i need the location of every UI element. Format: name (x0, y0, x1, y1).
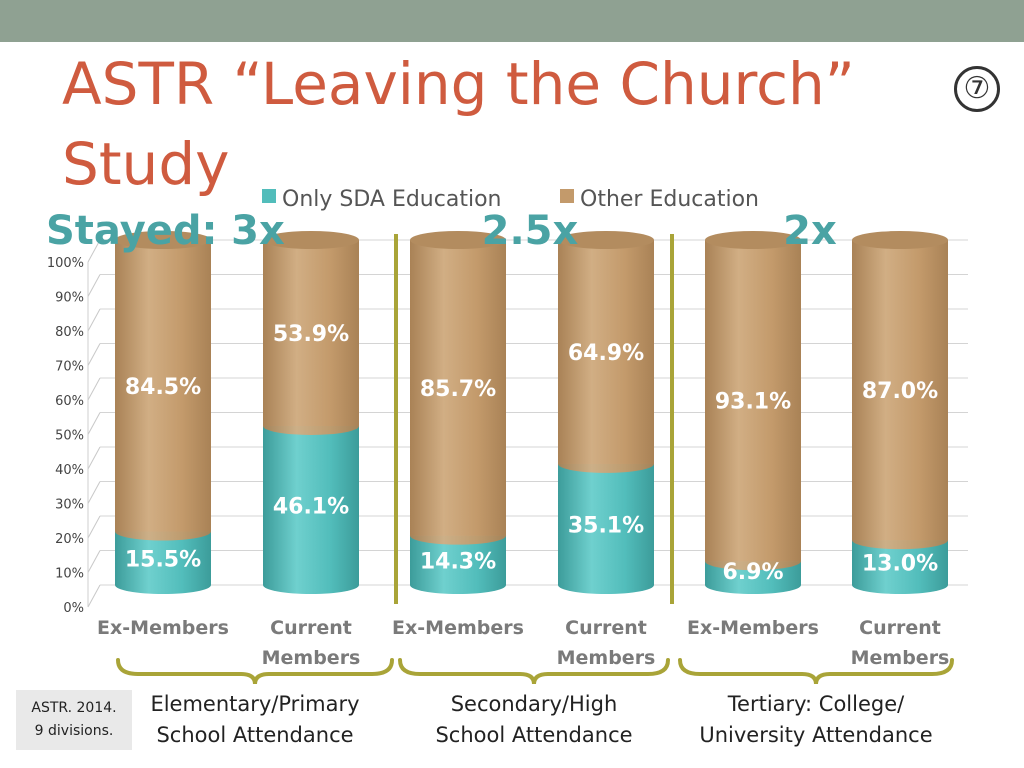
stayed-label: Stayed: (46, 208, 218, 254)
bar-base (263, 576, 359, 594)
gridline-depth (87, 239, 101, 263)
group-label-line1: Tertiary: College/ (727, 692, 905, 716)
bar-segment-joint (705, 552, 801, 571)
x-tick-label-line1: Ex-Members (97, 617, 229, 639)
bar-segment-joint (263, 416, 359, 435)
data-label-sda: 15.5% (125, 547, 201, 572)
x-tick-label-line2: Members (557, 647, 656, 669)
gridline-depth (87, 343, 101, 366)
gridline-depth (87, 308, 101, 332)
data-label-other: 84.5% (125, 375, 201, 400)
data-label-sda: 35.1% (568, 513, 644, 538)
y-tick-label: 20% (55, 532, 84, 547)
bar-segment-other (558, 240, 654, 464)
bar-top (410, 231, 506, 249)
slide-title: ASTR “Leaving the Church” Study (62, 50, 855, 198)
stayed-ratio: 2x (783, 208, 837, 254)
y-tick-label: 100% (47, 256, 84, 271)
source-note: ASTR. 2014. 9 divisions. (16, 690, 132, 750)
gridline-depth (87, 446, 101, 470)
x-tick-label-line1: Ex-Members (687, 617, 819, 639)
group-brace (116, 658, 394, 685)
group-label-line2: School Attendance (156, 723, 353, 747)
bar-segment-other (263, 240, 359, 426)
gridline-depth (87, 377, 101, 401)
bar-segment-other (410, 240, 506, 536)
data-label-other: 87.0% (862, 379, 938, 404)
bar-segment-other (115, 240, 211, 532)
y-tick-label: 10% (55, 567, 84, 582)
x-tick-label-line1: Ex-Members (392, 617, 524, 639)
data-label-sda: 14.3% (420, 549, 496, 574)
group-label-line2: School Attendance (435, 723, 632, 747)
bar-top (263, 231, 359, 249)
legend-swatch (262, 189, 276, 203)
gridline-depth (87, 515, 101, 539)
y-tick-label: 0% (63, 601, 84, 616)
data-label-sda: 6.9% (722, 560, 783, 585)
bar-base (558, 576, 654, 594)
y-tick-label: 40% (55, 463, 84, 478)
bar-base (852, 576, 948, 594)
gridline-depth (87, 550, 101, 573)
data-label-other: 64.9% (568, 341, 644, 366)
bar-segment-joint (115, 522, 211, 541)
legend-swatch (560, 189, 574, 203)
y-tick-label: 60% (55, 394, 84, 409)
y-tick-label: 30% (55, 498, 84, 513)
x-tick-label-line2: Members (851, 647, 950, 669)
bar-segment-other (705, 240, 801, 562)
x-tick-label-line1: Current (270, 617, 352, 639)
data-label-other: 53.9% (273, 322, 349, 347)
group-brace (678, 658, 954, 685)
bar-base (705, 576, 801, 594)
source-note-line2: 9 divisions. (34, 723, 114, 739)
bar-top (705, 231, 801, 249)
gridline-depth (87, 584, 101, 608)
data-label-sda: 46.1% (273, 494, 349, 519)
legend-label: Only SDA Education (282, 187, 501, 212)
legend-label: Other Education (580, 187, 759, 212)
data-label-sda: 13.0% (862, 552, 938, 577)
bar-segment-joint (852, 531, 948, 550)
slide-number-badge: ⑦ (954, 66, 1000, 112)
gridline-depth (87, 481, 101, 504)
x-tick-label-line1: Current (565, 617, 647, 639)
bar-base (115, 576, 211, 594)
stayed-ratio: 3x (231, 208, 285, 254)
group-label-line1: Elementary/Primary (150, 692, 359, 716)
bar-top (558, 231, 654, 249)
data-label-other: 85.7% (420, 377, 496, 402)
bar-top (852, 231, 948, 249)
bar-segment-other (852, 240, 948, 541)
bar-top (115, 231, 211, 249)
bar-segment-sda (558, 463, 654, 585)
data-label-other: 93.1% (715, 390, 791, 415)
top-banner (0, 0, 1024, 42)
bar-segment-joint (558, 454, 654, 473)
y-tick-label: 90% (55, 291, 84, 306)
stayed-ratio: 2.5x (482, 208, 579, 254)
y-tick-label: 50% (55, 429, 84, 444)
y-tick-label: 80% (55, 325, 84, 340)
x-tick-label-line2: Members (262, 647, 361, 669)
bar-segment-sda (263, 425, 359, 585)
group-label-line2: University Attendance (699, 723, 932, 747)
gridline-depth (87, 274, 101, 297)
bar-segment-joint (410, 526, 506, 545)
y-tick-label: 70% (55, 360, 84, 375)
source-note-line1: ASTR. 2014. (31, 700, 117, 716)
group-label-line1: Secondary/High (451, 692, 618, 716)
bar-base (410, 576, 506, 594)
group-brace (398, 658, 670, 685)
x-tick-label-line1: Current (859, 617, 941, 639)
gridline-depth (87, 412, 101, 435)
